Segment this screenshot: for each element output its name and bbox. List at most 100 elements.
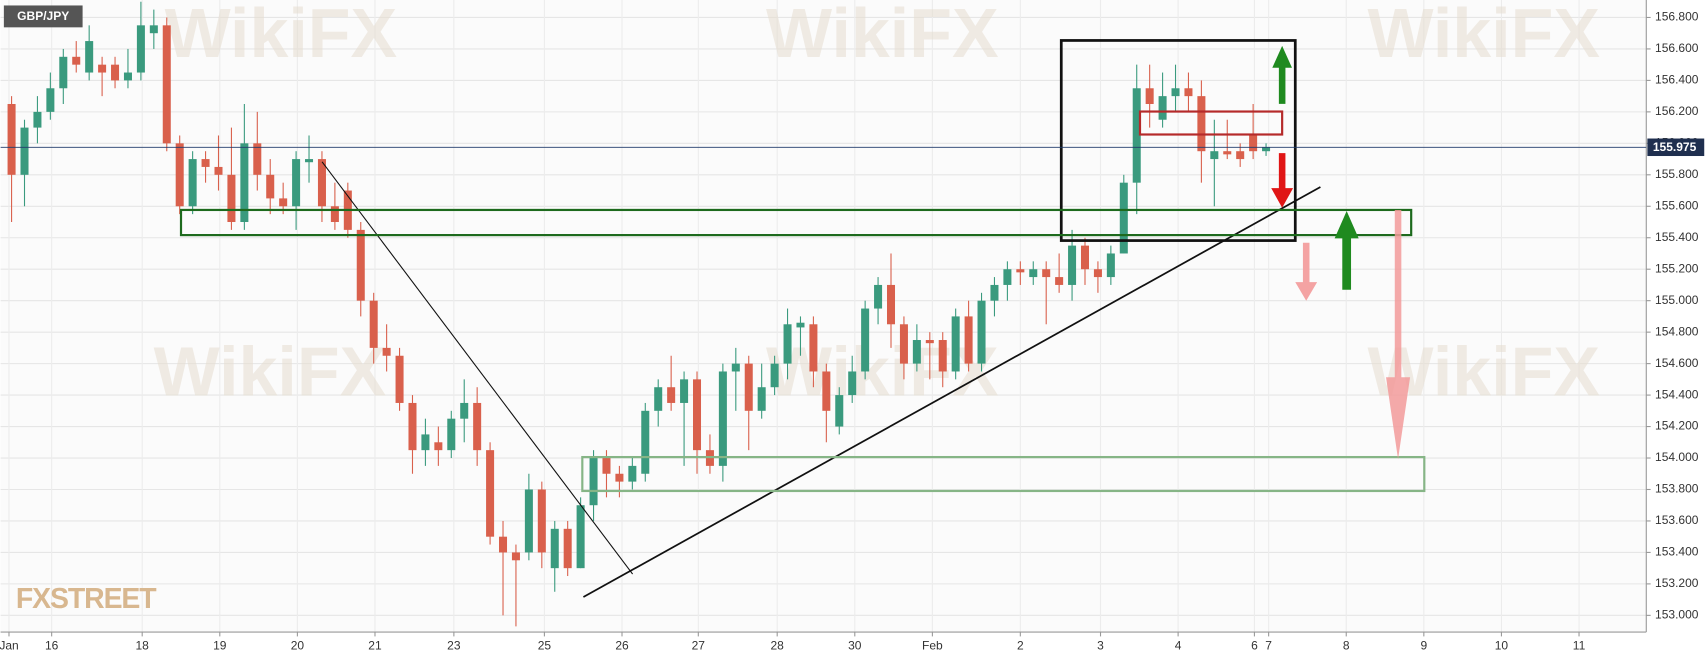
watermark: WikiFX [766, 0, 999, 72]
last-price-box [1647, 138, 1705, 157]
candle-body [447, 418, 456, 451]
candle-body [524, 489, 533, 553]
y-tick-label: 156.800 [1655, 10, 1699, 24]
candle-body [369, 300, 378, 348]
arrow-up [1272, 45, 1292, 104]
candle-body [938, 340, 947, 372]
candle-body [266, 174, 275, 199]
y-tick-label: 154.200 [1655, 419, 1699, 433]
candle-body [964, 316, 973, 364]
candle-body [951, 316, 960, 372]
trend-line [321, 161, 634, 575]
candle-body [72, 56, 81, 65]
candle-body [1093, 269, 1102, 278]
x-tick-label: 20 [291, 638, 305, 652]
candle-body [1197, 96, 1206, 152]
y-tick-label: 154.800 [1655, 324, 1699, 338]
trend-line [582, 186, 1321, 598]
x-tick-label: Feb [922, 638, 943, 652]
x-tick-label: 23 [447, 638, 461, 652]
support-zone [179, 208, 1413, 237]
candle-body [1158, 96, 1167, 120]
target-zone [581, 455, 1426, 493]
axes: 153.000 153.200 153.400 153.600 153.800 154.0… [0, 10, 1705, 652]
candle-body [511, 552, 520, 561]
x-tick-label: 21 [368, 638, 382, 652]
candle-body [473, 402, 482, 451]
candle-body [1249, 135, 1258, 152]
candle-body [861, 308, 870, 372]
candle-body [615, 473, 624, 482]
candle-body [718, 371, 727, 466]
candle-body [886, 284, 896, 325]
y-tick-label: 155.200 [1655, 261, 1699, 275]
candle-body [1223, 151, 1232, 155]
candle-body [1210, 151, 1219, 160]
candle-body [835, 395, 844, 427]
candle-body [98, 64, 107, 73]
candle-body [408, 402, 417, 451]
candle-body [744, 363, 753, 411]
candle-body [1132, 88, 1141, 183]
grid [0, 0, 1647, 633]
y-tick-label: 154.000 [1655, 450, 1699, 464]
watermark: WikiFX [154, 333, 387, 411]
x-tick-label: 26 [615, 638, 629, 652]
y-tick-label: 155.400 [1655, 230, 1699, 244]
plot-area [0, 0, 1647, 633]
x-tick-label: 3 [1097, 638, 1104, 652]
candle-body [874, 284, 883, 309]
candle-body [796, 322, 805, 328]
candle-body [1080, 245, 1090, 270]
x-tick-label: 10 [1495, 638, 1509, 652]
y-tick-label: 153.200 [1655, 576, 1699, 590]
arrow-down [1295, 242, 1318, 301]
candle-body [822, 371, 831, 411]
candle-body [499, 536, 508, 553]
last-price-label: 155.975 [1653, 140, 1697, 154]
candle-body [162, 25, 171, 144]
candle-body [1029, 269, 1038, 278]
candle-body [654, 387, 663, 411]
candle-body [149, 25, 158, 34]
candle-body [1184, 88, 1193, 97]
arrow-down [1386, 209, 1411, 460]
y-tick-label: 155.600 [1655, 198, 1699, 212]
x-tick-label: 16 [45, 638, 59, 652]
x-tick-label: 27 [692, 638, 706, 652]
candle-body [253, 143, 262, 175]
watermark: WikiFX [766, 333, 999, 411]
candle-body [563, 528, 572, 569]
candle-body [1016, 269, 1025, 273]
candle-body [602, 458, 611, 474]
candle-body [227, 174, 236, 223]
candle-body [123, 72, 132, 81]
candle-body [899, 324, 908, 364]
candle-body [848, 371, 857, 396]
candle-body [240, 143, 249, 223]
candle-body [1171, 88, 1180, 97]
x-tick-label: 18 [136, 638, 150, 652]
candle-body [434, 442, 443, 451]
x-tick-label: 6 [1251, 638, 1258, 652]
x-tick-label: 8 [1343, 638, 1350, 652]
y-tick-label: 153.000 [1655, 608, 1699, 622]
y-tick-label: 154.600 [1655, 356, 1699, 370]
candle-body [136, 25, 145, 73]
x-tick-label: 7 [1265, 638, 1272, 652]
candle-body [421, 434, 430, 451]
watermark: WikiFX [165, 0, 398, 72]
y-tick-label: 153.800 [1655, 482, 1699, 496]
resistance-box [1138, 110, 1284, 136]
x-tick-label: 25 [538, 638, 552, 652]
candle-body [757, 387, 766, 411]
candle-body [188, 159, 197, 207]
candle-body [292, 159, 301, 207]
candle-body [59, 56, 68, 89]
logo: FXSTREET [16, 583, 157, 615]
y-tick-label: 156.400 [1655, 73, 1699, 87]
candle-body [317, 159, 326, 207]
candle-body [279, 198, 288, 207]
x-tick-label: 2 [1017, 638, 1024, 652]
candle-body [693, 379, 702, 451]
